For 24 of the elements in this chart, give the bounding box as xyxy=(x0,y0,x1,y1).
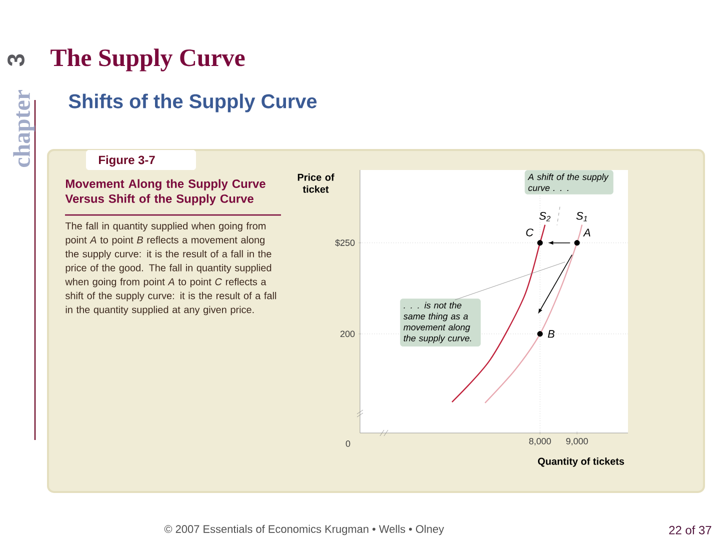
text: © 2007 Essentials of Economics Krugman • Wells • Olney xyxy=(164,524,444,536)
text: chapter xyxy=(13,90,35,167)
line-series xyxy=(484,224,583,404)
text: 0 xyxy=(346,440,350,447)
text: The Supply Curve xyxy=(50,48,245,72)
annotation: A shift of the supply curve . . . xyxy=(528,174,609,192)
y-tick-label: $250 xyxy=(335,239,355,246)
y-axis-title: Price of ticket xyxy=(298,174,334,193)
x-axis-title: Quantity of tickets xyxy=(538,458,624,467)
annotation: C xyxy=(526,228,534,236)
text: 3 xyxy=(8,54,24,66)
series-label: S$_{1}$ xyxy=(576,212,587,222)
text: The fall in quantity supplied when going from point A to point B reflects a movement along the supply curve: it is the result of a fall in the price of the good. The fall in quantity supplied when going from point A to point C reflects a shift of the supply curve: it is the result of a fall in the quantity supplied at any given price. xyxy=(65,222,276,316)
annotation: A xyxy=(582,228,590,236)
annotation: B xyxy=(548,330,554,338)
text: Shifts of the Supply Curve xyxy=(68,94,317,112)
y-tick-label: 200 xyxy=(340,330,355,338)
caption: Figure 3-7 xyxy=(99,155,155,167)
text: Movement Along the Supply Curve Versus Shift of the Supply Curve xyxy=(65,179,266,206)
annotation: . . . is not the same thing as a movement along the supply curve. xyxy=(403,302,472,344)
x-tick-label: 9,000 xyxy=(566,438,588,446)
series-label: S$_{2}$ xyxy=(539,212,550,222)
text: 22 of 37 xyxy=(669,526,712,534)
x-tick-label: 8,000 xyxy=(529,438,551,446)
